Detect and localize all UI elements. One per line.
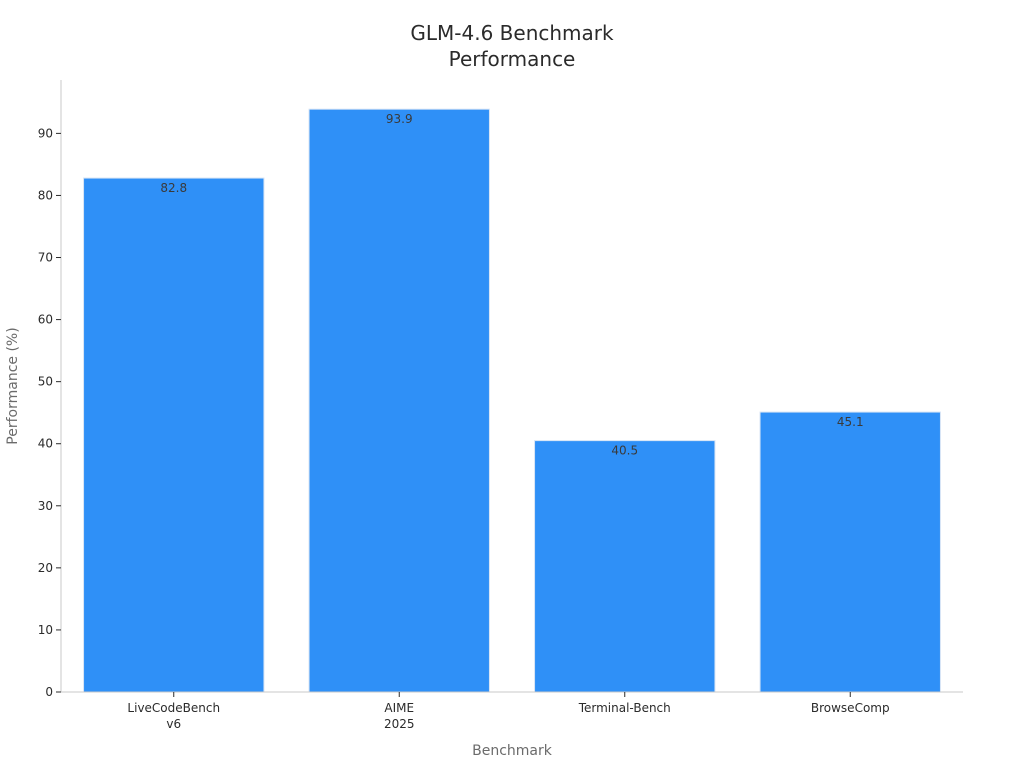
x-tick-label-3-0: BrowseComp <box>811 701 890 715</box>
y-tick-label-9: 90 <box>38 126 53 140</box>
bar-2 <box>534 440 716 693</box>
chart-title-line-1: GLM-4.6 Benchmark <box>410 21 614 45</box>
y-tick-label-6: 60 <box>38 313 53 327</box>
x-ticks-group: LiveCodeBench v6 AIME 2025 Terminal-Bench Bro… <box>127 692 890 731</box>
x-tick-label-0-1: v6 <box>166 717 181 731</box>
chart-title: GLM-4.6 Benchmark Performance <box>410 21 614 71</box>
data-labels-group: 82.8 93.9 40.5 45.1 <box>160 112 863 457</box>
chart-title-line-2: Performance <box>449 47 576 71</box>
y-tick-label-3: 30 <box>38 499 53 513</box>
axes-group <box>60 80 963 693</box>
x-tick-label-2-0: Terminal-Bench <box>578 701 671 715</box>
y-tick-label-2: 20 <box>38 561 53 575</box>
y-tick-label-1: 10 <box>38 623 53 637</box>
bar-value-label-3: 45.1 <box>837 415 864 429</box>
bar-3 <box>759 411 941 693</box>
bar-value-label-0: 82.8 <box>160 181 187 195</box>
bar-value-label-1: 93.9 <box>386 112 413 126</box>
y-tick-label-5: 50 <box>38 375 53 389</box>
bar-value-label-2: 40.5 <box>611 444 638 458</box>
bar-1 <box>308 108 490 693</box>
bar-0 <box>83 177 265 693</box>
x-axis-label: Benchmark <box>472 743 553 759</box>
x-tick-label-1-0: AIME <box>384 701 414 715</box>
bars-group <box>83 108 941 693</box>
x-tick-label-0-0: LiveCodeBench <box>127 701 220 715</box>
x-tick-label-1-1: 2025 <box>384 717 415 731</box>
y-tick-label-0: 0 <box>45 685 53 699</box>
y-axis-label: Performance (%) <box>5 327 21 444</box>
y-tick-label-4: 40 <box>38 437 53 451</box>
y-tick-label-7: 70 <box>38 251 53 265</box>
y-tick-label-8: 80 <box>38 188 53 202</box>
y-ticks-group: 0 10 20 30 40 50 60 70 80 90 <box>38 126 61 699</box>
